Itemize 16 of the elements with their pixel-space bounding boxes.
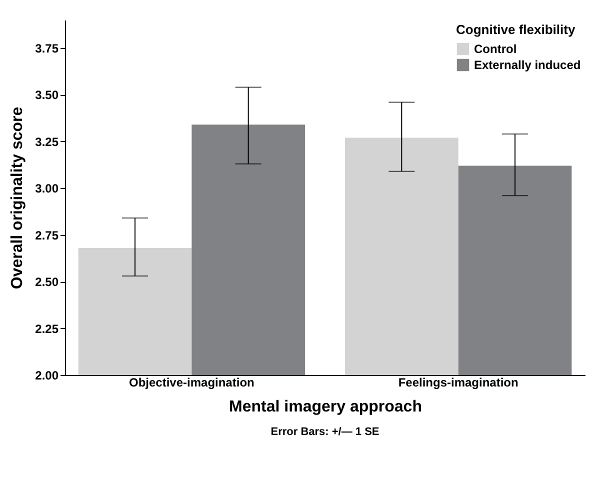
- y-tick-label: 3.00: [35, 182, 59, 196]
- y-tick-label: 3.50: [35, 88, 59, 102]
- legend-label: Control: [474, 42, 517, 56]
- y-tick-label: 2.00: [35, 368, 59, 382]
- x-axis-title: Mental imagery approach: [229, 398, 422, 416]
- y-tick-label: 3.25: [35, 134, 59, 149]
- y-tick-label: 2.25: [35, 322, 59, 336]
- x-tick-label: Feelings-imagination: [398, 376, 518, 390]
- legend-label: Externally induced: [474, 58, 581, 72]
- y-axis-title: Overall originality score: [9, 106, 26, 290]
- y-tick-label: 2.50: [35, 275, 59, 290]
- y-tick-label: 3.75: [35, 42, 59, 56]
- y-tick-label: 2.75: [35, 228, 59, 242]
- x-tick-label: Objective-imagination: [128, 376, 254, 390]
- text: Error Bars: +/— 1 SE: [270, 426, 380, 438]
- legend-title: Cognitive flexibility: [456, 22, 576, 37]
